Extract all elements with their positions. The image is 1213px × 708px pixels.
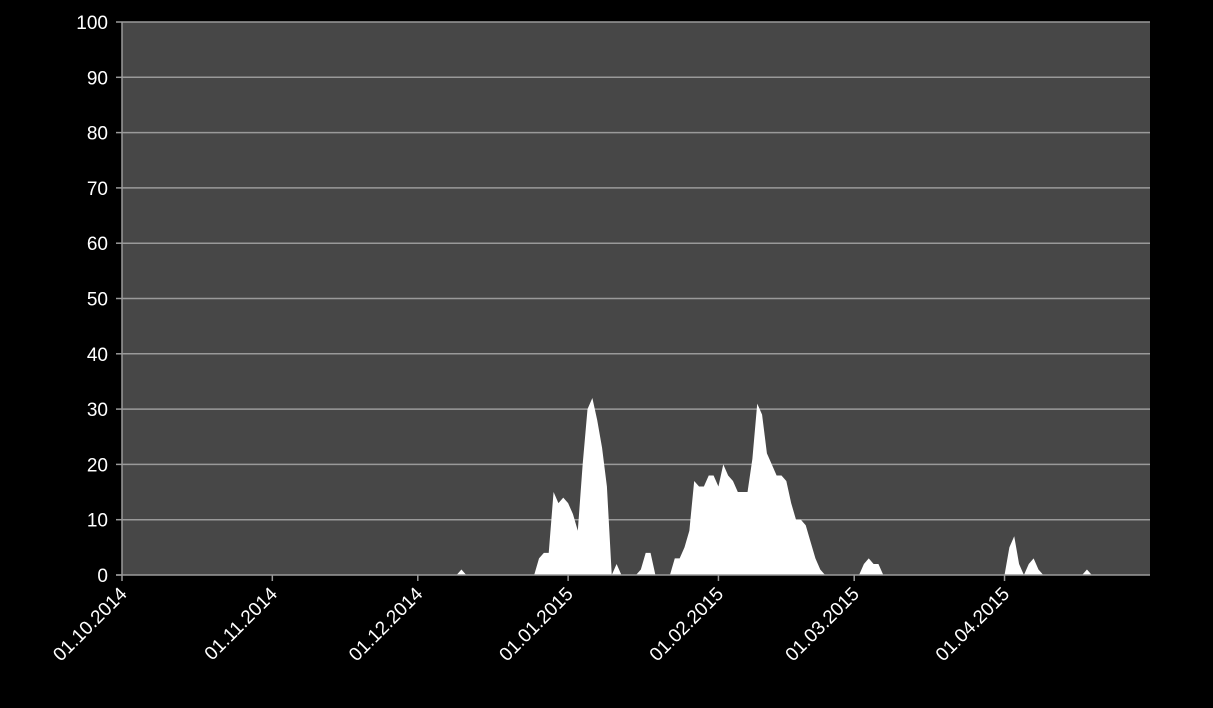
y-tick-label: 20 <box>87 455 108 476</box>
y-tick-label: 0 <box>97 566 108 587</box>
y-tick-label: 40 <box>87 345 108 366</box>
gridlines <box>122 21 1150 521</box>
y-axis-ticks: 0 10 20 30 40 50 60 70 80 90 100 <box>76 13 122 587</box>
area-series <box>456 398 1092 575</box>
y-tick-label: 80 <box>87 124 108 145</box>
y-tick-label: 90 <box>87 68 108 89</box>
y-tick-label: 50 <box>87 290 108 311</box>
y-tick-label: 30 <box>87 400 108 421</box>
y-tick-label: 70 <box>87 179 108 200</box>
area-series-fill <box>456 398 1092 575</box>
y-tick-label: 100 <box>76 13 108 34</box>
y-tick-label: 60 <box>87 234 108 255</box>
y-tick-label: 10 <box>87 511 108 532</box>
